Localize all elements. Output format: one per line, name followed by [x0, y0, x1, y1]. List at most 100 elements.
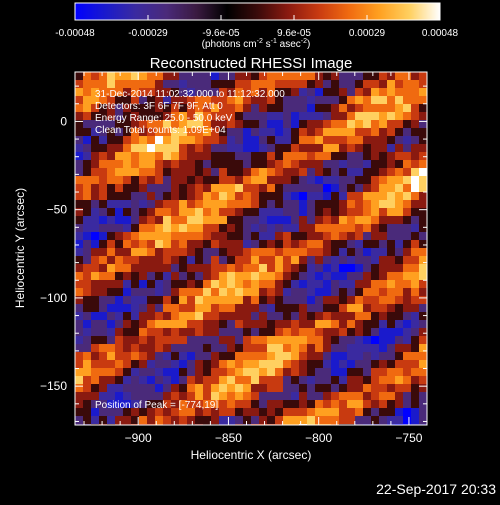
image-pixel [283, 176, 291, 184]
image-pixel [227, 384, 235, 392]
image-pixel [243, 120, 251, 128]
image-pixel [267, 184, 275, 192]
image-pixel [315, 144, 323, 152]
image-pixel [267, 192, 275, 200]
image-pixel [403, 176, 411, 184]
image-pixel [211, 296, 219, 304]
image-pixel [147, 152, 155, 160]
image-pixel [283, 272, 291, 280]
image-pixel [291, 360, 299, 368]
image-pixel [227, 336, 235, 344]
image-pixel [211, 112, 219, 120]
image-pixel [419, 320, 427, 328]
image-pixel [395, 152, 403, 160]
image-pixel [291, 280, 299, 288]
image-pixel [123, 112, 131, 120]
image-pixel [187, 312, 195, 320]
image-pixel [315, 280, 323, 288]
image-pixel [267, 72, 275, 80]
image-pixel [163, 344, 171, 352]
image-pixel [203, 192, 211, 200]
image-pixel [379, 392, 387, 400]
image-pixel [227, 312, 235, 320]
image-pixel [179, 384, 187, 392]
image-pixel [75, 104, 83, 112]
image-pixel [387, 400, 395, 408]
image-pixel [203, 408, 211, 416]
image-pixel [387, 168, 395, 176]
image-pixel [75, 296, 83, 304]
image-pixel [155, 384, 163, 392]
image-pixel [259, 224, 267, 232]
image-pixel [219, 328, 227, 336]
image-pixel [411, 384, 419, 392]
image-pixel [315, 408, 323, 416]
image-pixel [187, 368, 195, 376]
image-pixel [267, 104, 275, 112]
image-pixel [331, 256, 339, 264]
image-pixel [187, 280, 195, 288]
image-pixel [99, 96, 107, 104]
image-pixel [275, 128, 283, 136]
image-pixel [147, 376, 155, 384]
image-pixel [171, 312, 179, 320]
image-pixel [131, 200, 139, 208]
image-pixel [187, 408, 195, 416]
image-pixel [203, 312, 211, 320]
image-pixel [323, 408, 331, 416]
image-pixel [275, 328, 283, 336]
image-pixel [91, 120, 99, 128]
image-pixel [123, 400, 131, 408]
image-pixel [363, 320, 371, 328]
image-pixel [171, 360, 179, 368]
image-pixel [339, 208, 347, 216]
image-pixel [147, 168, 155, 176]
image-pixel [267, 408, 275, 416]
image-pixel [203, 232, 211, 240]
image-pixel [371, 336, 379, 344]
image-pixel [243, 80, 251, 88]
image-pixel [291, 112, 299, 120]
image-pixel [315, 368, 323, 376]
image-pixel [91, 320, 99, 328]
image-pixel [195, 320, 203, 328]
image-pixel [275, 240, 283, 248]
image-pixel [91, 168, 99, 176]
image-pixel [411, 192, 419, 200]
image-pixel [283, 168, 291, 176]
image-pixel [171, 184, 179, 192]
image-pixel [419, 280, 427, 288]
image-pixel [195, 384, 203, 392]
image-pixel [411, 96, 419, 104]
image-pixel [371, 216, 379, 224]
colorbar-ticks [74, 15, 441, 20]
image-pixel [267, 328, 275, 336]
image-pixel [395, 376, 403, 384]
image-pixel [283, 144, 291, 152]
image-pixel [355, 104, 363, 112]
image-pixel [363, 296, 371, 304]
image-pixel [323, 352, 331, 360]
image-pixel [83, 352, 91, 360]
image-pixel [419, 104, 427, 112]
image-pixel [179, 216, 187, 224]
image-pixel [379, 312, 387, 320]
image-pixel [363, 392, 371, 400]
image-pixel [171, 352, 179, 360]
image-pixel [419, 224, 427, 232]
image-pixel [251, 184, 259, 192]
image-pixel [363, 280, 371, 288]
image-pixel [371, 80, 379, 88]
image-pixel [283, 96, 291, 104]
image-pixel [163, 336, 171, 344]
image-pixel [235, 200, 243, 208]
image-pixel [211, 104, 219, 112]
image-pixel [315, 208, 323, 216]
image-pixel [75, 272, 83, 280]
image-pixel [155, 168, 163, 176]
image-pixel [107, 336, 115, 344]
image-pixel [251, 304, 259, 312]
image-pixel [355, 320, 363, 328]
image-pixel [211, 368, 219, 376]
image-pixel [267, 416, 275, 424]
